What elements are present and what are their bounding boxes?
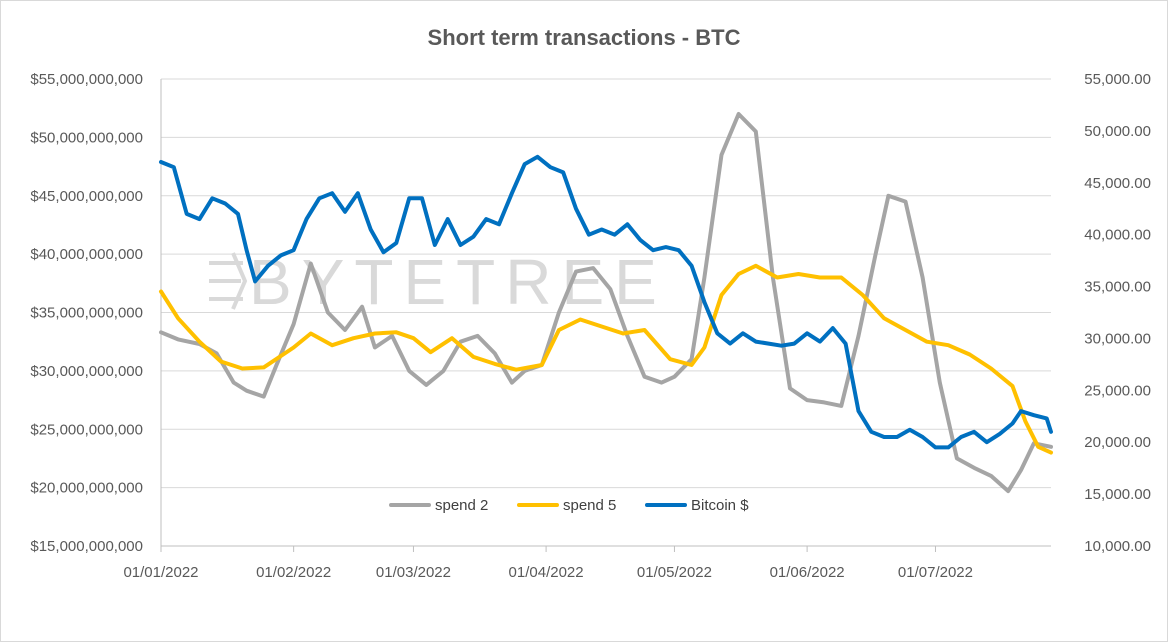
- series-lines: [159, 112, 1053, 494]
- left-tick-label: $45,000,000,000: [30, 188, 143, 205]
- left-tick-label: $15,000,000,000: [30, 538, 143, 555]
- right-tick-label: 35,000.00: [1084, 279, 1151, 296]
- legend-label: spend 2: [435, 497, 488, 514]
- right-tick-label: 25,000.00: [1084, 382, 1151, 399]
- left-tick-label: $55,000,000,000: [30, 71, 143, 88]
- left-axis-ticks: $15,000,000,000 $20,000,000,000 $25,000,00…: [30, 71, 143, 555]
- right-tick-label: 50,000.00: [1084, 123, 1151, 140]
- chart-title: Short term transactions - BTC: [428, 25, 741, 50]
- watermark-logo-icon: [209, 252, 248, 310]
- x-tick-label: 01/02/2022: [256, 564, 331, 581]
- x-tick-label: 01/07/2022: [898, 564, 973, 581]
- axes: [160, 79, 1051, 547]
- series-line-spend-2: [159, 112, 1053, 494]
- x-tick-label: 01/04/2022: [509, 564, 584, 581]
- x-axis-ticks: 01/01/2022 01/02/2022 01/03/2022 01/04/2022…: [123, 546, 973, 581]
- right-tick-label: 20,000.00: [1084, 434, 1151, 451]
- series-line-bitcoin: [159, 154, 1053, 450]
- x-tick-label: 01/03/2022: [376, 564, 451, 581]
- right-tick-label: 45,000.00: [1084, 175, 1151, 192]
- right-tick-label: 10,000.00: [1084, 538, 1151, 555]
- right-tick-label: 40,000.00: [1084, 227, 1151, 244]
- left-tick-label: $35,000,000,000: [30, 305, 143, 322]
- legend-label: Bitcoin $: [691, 497, 749, 514]
- x-tick-label: 01/06/2022: [770, 564, 845, 581]
- left-tick-label: $50,000,000,000: [30, 129, 143, 146]
- left-tick-label: $20,000,000,000: [30, 480, 143, 497]
- right-tick-label: 15,000.00: [1084, 486, 1151, 503]
- left-tick-label: $40,000,000,000: [30, 246, 143, 263]
- right-tick-label: 30,000.00: [1084, 330, 1151, 347]
- left-tick-label: $30,000,000,000: [30, 363, 143, 380]
- x-tick-label: 01/05/2022: [637, 564, 712, 581]
- legend: spend 2 spend 5 Bitcoin $: [389, 497, 749, 514]
- gridlines: [161, 78, 1051, 489]
- series-line-spend-5: [159, 263, 1053, 455]
- right-axis-ticks: 10,000.00 15,000.00 20,000.00 25,000.00 30,0…: [1084, 71, 1151, 555]
- left-tick-label: $25,000,000,000: [30, 421, 143, 438]
- right-tick-label: 55,000.00: [1084, 71, 1151, 88]
- legend-label: spend 5: [563, 497, 616, 514]
- x-tick-label: 01/01/2022: [123, 564, 198, 581]
